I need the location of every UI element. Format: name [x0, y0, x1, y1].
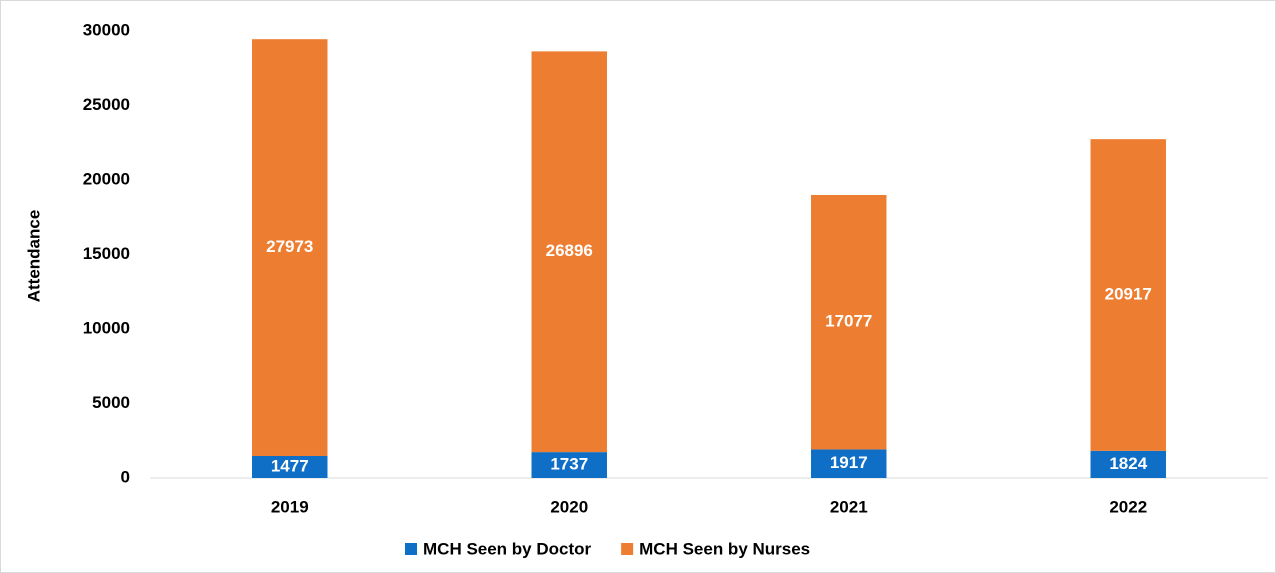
bar-segment [811, 194, 887, 450]
legend-label: MCH Seen by Nurses [639, 539, 810, 558]
y-tick-label: 10000 [83, 318, 130, 337]
legend-label: MCH Seen by Doctor [423, 539, 592, 558]
data-label: 20917 [1105, 284, 1152, 303]
y-tick-label: 20000 [83, 169, 130, 188]
bar-segment [1090, 450, 1166, 478]
legend-swatch [621, 543, 634, 555]
data-label: 1917 [830, 453, 868, 472]
bar-segment [1090, 139, 1166, 451]
x-tick-label: 2020 [550, 497, 588, 516]
y-tick-label: 5000 [92, 393, 130, 412]
legend-swatch [405, 543, 417, 555]
bar-segment [252, 39, 328, 456]
data-label: 1824 [1109, 454, 1147, 473]
bar-segment [531, 51, 607, 453]
y-tick-label: 0 [121, 467, 130, 486]
y-tick-label: 30000 [83, 20, 130, 39]
x-tick-label: 2022 [1109, 497, 1147, 516]
x-tick-label: 2019 [271, 497, 309, 516]
data-label: 17077 [825, 312, 872, 331]
data-label: 1737 [550, 455, 588, 474]
x-tick-label: 2021 [830, 497, 868, 516]
y-tick-label: 15000 [83, 244, 130, 263]
data-label: 26896 [546, 241, 593, 260]
bar-segment [531, 452, 607, 478]
y-tick-label: 25000 [83, 95, 130, 114]
bar-segment [811, 449, 887, 478]
data-label: 1477 [271, 456, 309, 475]
data-label: 27973 [266, 237, 313, 256]
bar-segment [252, 455, 328, 478]
y-axis-label: Attendance [24, 210, 43, 303]
